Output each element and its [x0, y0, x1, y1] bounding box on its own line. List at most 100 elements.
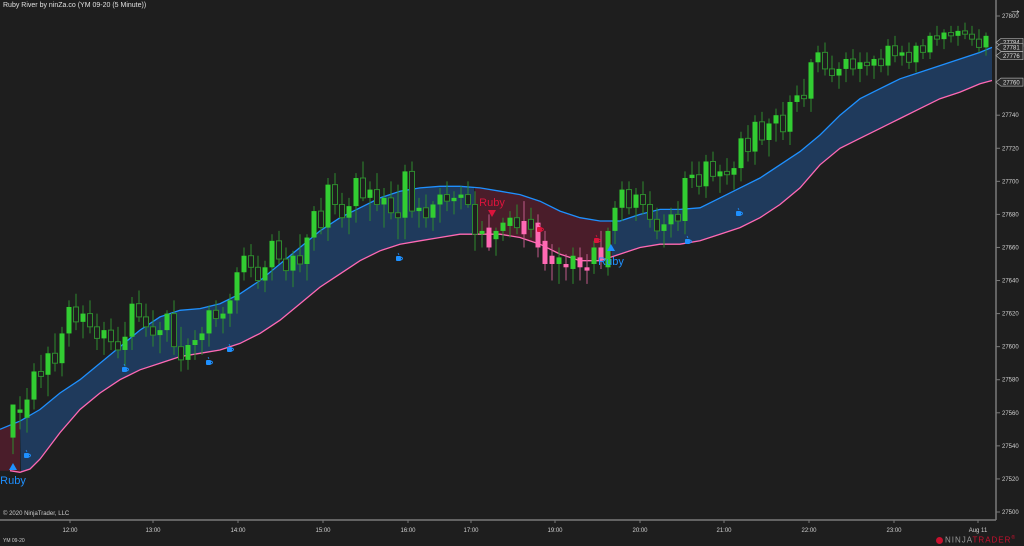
coffee-cup-icon	[685, 235, 692, 244]
candle	[591, 247, 597, 264]
candle	[500, 222, 506, 231]
candle	[878, 58, 884, 67]
price-marker: 27781	[995, 43, 1024, 52]
candle	[605, 230, 611, 268]
candle	[101, 330, 107, 339]
logo-mark-icon	[936, 536, 943, 544]
time-tick-label: 19:00	[547, 528, 563, 534]
price-marker: 27776	[995, 51, 1024, 61]
candle	[864, 61, 870, 67]
candle	[871, 58, 877, 66]
candle	[94, 326, 100, 339]
candle	[38, 370, 44, 377]
candle	[619, 189, 625, 208]
price-tick-label: 27520	[1002, 477, 1019, 483]
candle	[423, 207, 429, 219]
price-tick-label: 27720	[1002, 146, 1019, 152]
candle	[507, 217, 513, 226]
candle	[535, 222, 541, 248]
candle	[969, 33, 975, 40]
candle	[346, 206, 352, 218]
candle	[269, 240, 275, 268]
candle	[724, 170, 730, 176]
candle	[73, 306, 79, 323]
candle	[199, 333, 205, 341]
candle	[913, 45, 919, 63]
candle	[899, 52, 905, 56]
candle	[577, 257, 583, 268]
candle	[262, 267, 268, 281]
candle	[332, 184, 338, 205]
candle	[430, 204, 436, 218]
candle	[773, 115, 779, 124]
candle	[10, 404, 16, 438]
band-fill-bear	[0, 421, 20, 473]
triangle-up-icon	[9, 463, 17, 470]
svg-text:Ruby: Ruby	[598, 256, 624, 268]
ruby-buy-signal: Ruby	[598, 244, 624, 268]
candle	[885, 45, 891, 66]
band-fill-bull	[612, 47, 992, 257]
candle	[360, 177, 366, 199]
chart-title: Ruby River by ninZa.co (YM 09-20 (5 Minu…	[3, 2, 147, 9]
time-tick-label: 16:00	[400, 528, 416, 534]
price-tick-label: 27540	[1002, 444, 1019, 450]
time-tick-label: 17:00	[463, 528, 479, 534]
candle	[178, 346, 184, 361]
candle	[339, 203, 345, 219]
candle	[465, 194, 471, 205]
candle	[752, 121, 758, 152]
price-tick-label: 27620	[1002, 312, 1019, 318]
candle	[318, 210, 324, 229]
candle	[80, 313, 86, 322]
candle	[87, 313, 93, 328]
svg-text:27781: 27781	[1003, 46, 1020, 52]
svg-text:27776: 27776	[1003, 54, 1020, 60]
time-tick-label: Aug 11	[969, 528, 988, 534]
candle	[220, 313, 226, 319]
candle	[822, 51, 828, 70]
candle	[689, 174, 695, 179]
price-marker: 27760	[995, 77, 1024, 87]
candle	[150, 326, 156, 336]
candle	[983, 35, 989, 48]
candle	[542, 240, 548, 264]
candle	[276, 240, 282, 260]
candle	[927, 35, 933, 53]
svg-text:Ruby: Ruby	[479, 197, 505, 209]
time-axis[interactable]: 12:00 13:00 14:00 15:00 16:00 17:00 19:00 20:00…	[0, 519, 996, 534]
coffee-cup-icon	[122, 363, 129, 372]
price-tick-label: 27680	[1002, 212, 1019, 218]
price-tick-label: 27700	[1002, 179, 1019, 185]
candle	[367, 189, 373, 198]
candle	[766, 123, 772, 140]
candle	[458, 194, 464, 198]
candle	[850, 58, 856, 70]
price-tick-label: 27560	[1002, 411, 1019, 417]
candle	[52, 352, 58, 364]
candle	[227, 300, 233, 314]
price-tick-label: 27740	[1002, 113, 1019, 119]
time-tick-label: 15:00	[315, 528, 331, 534]
ruby-buy-signal: Ruby	[0, 463, 26, 487]
candle	[892, 45, 898, 57]
candle	[241, 255, 247, 273]
coffee-cup-icon	[537, 223, 544, 232]
coffee-cup-icon	[24, 449, 31, 458]
arrow-right-icon[interactable]: →	[1009, 2, 1022, 17]
candle	[843, 58, 849, 69]
candle	[717, 171, 723, 177]
candle	[395, 212, 401, 219]
candle	[801, 94, 807, 100]
copyright-text: © 2020 NinjaTrader, LLC	[3, 511, 70, 517]
candle	[290, 255, 296, 271]
candle	[136, 303, 142, 318]
candle	[108, 329, 114, 343]
candle	[661, 224, 667, 231]
time-tick-label: 12:00	[62, 528, 78, 534]
candle	[955, 30, 961, 36]
band-fill-bull	[20, 186, 475, 473]
candle	[388, 197, 394, 214]
candle	[682, 178, 688, 222]
